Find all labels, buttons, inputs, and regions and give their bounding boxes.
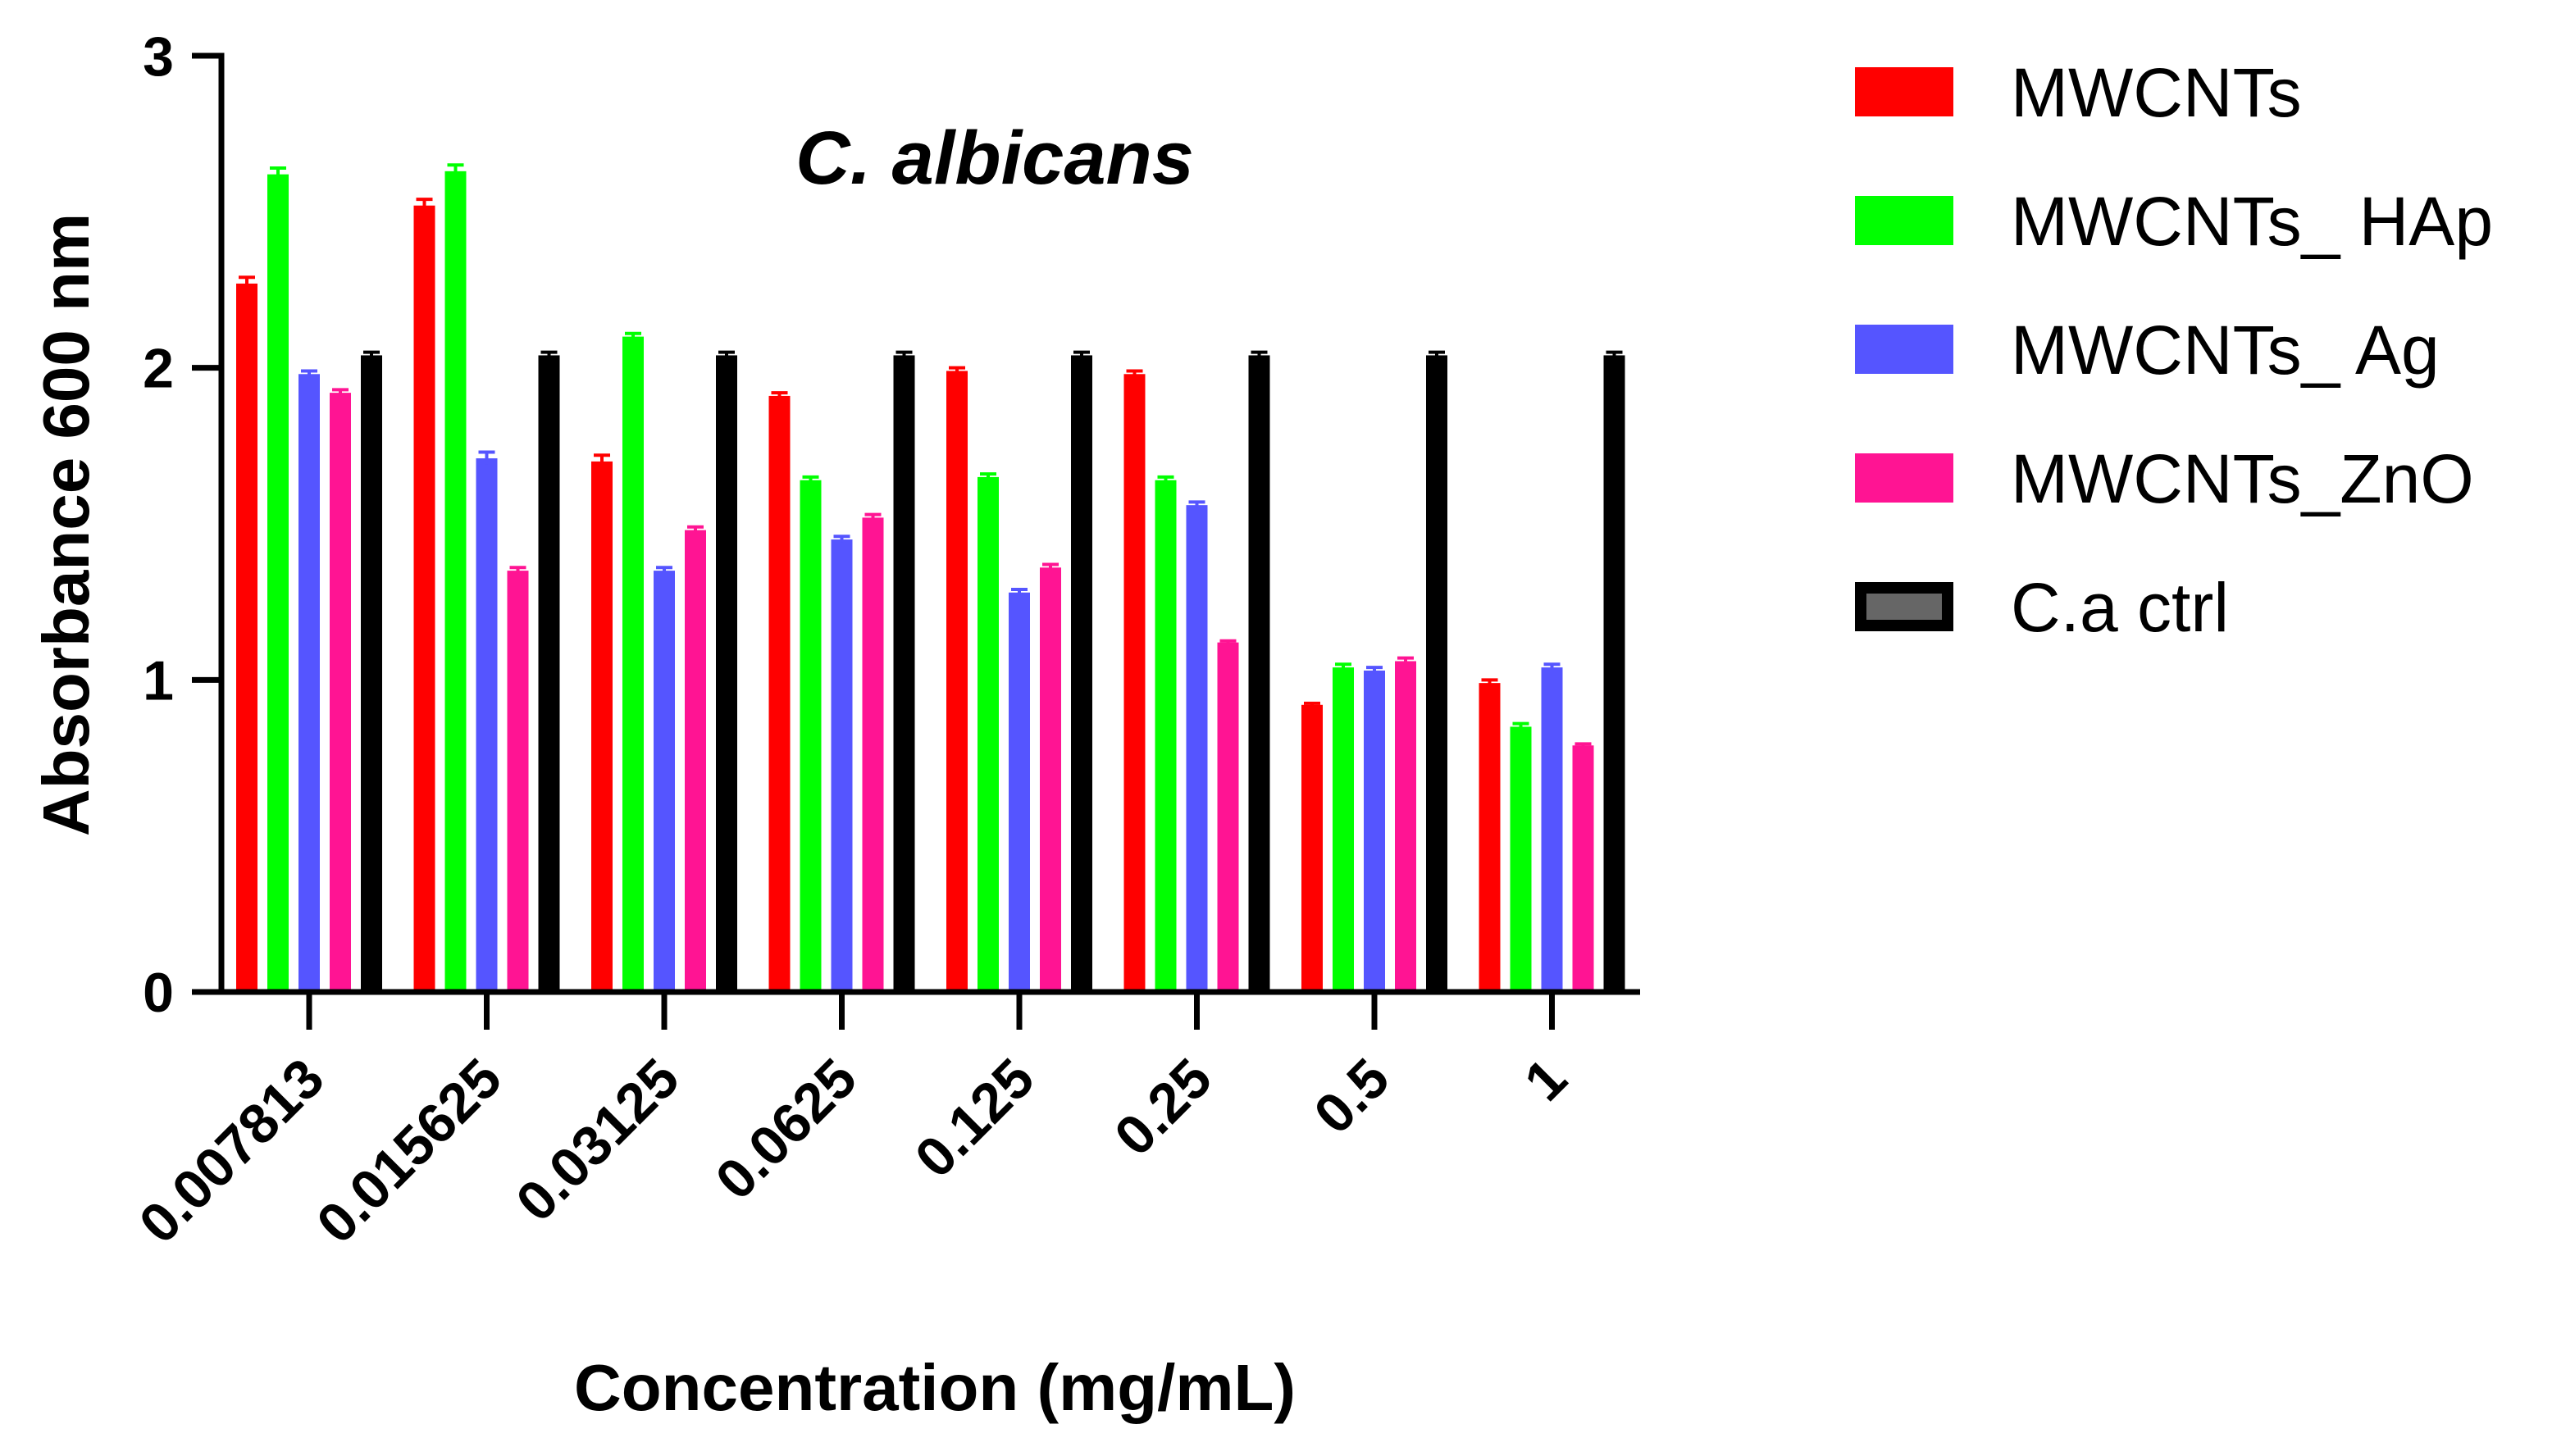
bar-c-a-ctrl-0_015625 xyxy=(538,355,560,992)
legend-swatch-inner-c-a-ctrl xyxy=(1866,594,1942,620)
bar-mwcnts-zno-1 xyxy=(1572,745,1594,992)
y-tick-label-0: 0 xyxy=(143,962,174,1024)
bar-mwcnts-ag-0_0625 xyxy=(831,539,853,992)
bar-mwcnts-hap-0_03125 xyxy=(622,336,644,993)
bar-mwcnts-hap-0_125 xyxy=(978,476,999,992)
bar-mwcnts-hap-0_015625 xyxy=(444,171,467,992)
bar-mwcnts-0_125 xyxy=(946,371,968,992)
y-tick-label-2: 2 xyxy=(143,338,174,400)
bar-mwcnts-zno-0_015625 xyxy=(507,571,529,992)
bar-mwcnts-zno-0_25 xyxy=(1217,642,1239,992)
legend-label-c-a-ctrl: C.a ctrl xyxy=(2011,569,2229,646)
x-tick-label-0_0625: 0.0625 xyxy=(704,1047,868,1212)
bar-mwcnts-zno-0_5 xyxy=(1395,661,1416,992)
bar-c-a-ctrl-0_007813 xyxy=(361,355,382,992)
bar-mwcnts-0_03125 xyxy=(591,461,613,992)
bar-mwcnts-hap-0_25 xyxy=(1155,480,1177,992)
bar-mwcnts-zno-0_125 xyxy=(1040,567,1061,992)
x-tick-label-0_03125: 0.03125 xyxy=(504,1047,691,1234)
bar-mwcnts-ag-0_125 xyxy=(1009,592,1030,992)
bar-mwcnts-0_007813 xyxy=(236,283,257,992)
bar-mwcnts-ag-0_5 xyxy=(1364,670,1385,992)
bar-mwcnts-ag-0_03125 xyxy=(654,571,675,992)
legend-label-mwcnts-zno: MWCNTs_ZnO xyxy=(2011,440,2474,517)
bar-mwcnts-zno-0_007813 xyxy=(330,393,351,992)
legend-swatch-mwcnts-ag xyxy=(1855,325,1953,374)
bar-mwcnts-1 xyxy=(1479,683,1501,992)
x-tick-label-0_25: 0.25 xyxy=(1103,1047,1224,1167)
x-tick-label-0_015625: 0.015625 xyxy=(305,1047,513,1255)
bar-mwcnts-ag-0_25 xyxy=(1186,505,1208,992)
bar-c-a-ctrl-0_25 xyxy=(1248,355,1270,992)
x-tick-label-0_5: 0.5 xyxy=(1302,1047,1401,1146)
bar-mwcnts-0_5 xyxy=(1301,704,1323,992)
legend-label-mwcnts-hap: MWCNTs_ HAp xyxy=(2011,183,2493,260)
bar-mwcnts-hap-1 xyxy=(1510,726,1532,992)
bar-mwcnts-hap-0_5 xyxy=(1333,667,1354,992)
y-tick-label-1: 1 xyxy=(143,649,174,712)
bar-c-a-ctrl-0_5 xyxy=(1426,355,1447,992)
bar-mwcnts-0_015625 xyxy=(413,205,435,993)
legend: MWCNTs MWCNTs_ HAp MWCNTs_ Ag MWCNTs_ZnO C.a… xyxy=(1855,54,2493,646)
legend-swatch-mwcnts-zno xyxy=(1855,453,1953,503)
bar-mwcnts-ag-0_007813 xyxy=(298,374,320,992)
legend-swatch-mwcnts-hap xyxy=(1855,196,1953,245)
bar-mwcnts-zno-0_0625 xyxy=(862,517,884,992)
x-tick-label-0_125: 0.125 xyxy=(904,1047,1046,1190)
y-tick-label-3: 3 xyxy=(143,25,174,88)
bar-c-a-ctrl-0_125 xyxy=(1071,355,1092,992)
bar-mwcnts-ag-1 xyxy=(1541,667,1563,992)
bar-c-a-ctrl-0_0625 xyxy=(893,355,915,992)
y-axis-title: Absorbance 600 nm xyxy=(30,213,103,836)
chart-title: C. albicans xyxy=(795,116,1194,200)
bar-mwcnts-hap-0_007813 xyxy=(267,174,289,993)
bar-c-a-ctrl-0_03125 xyxy=(716,355,737,992)
bar-mwcnts-ag-0_015625 xyxy=(476,458,498,992)
x-tick-label-0_007813: 0.007813 xyxy=(127,1047,335,1255)
bar-mwcnts-0_25 xyxy=(1123,374,1146,992)
plot-area xyxy=(236,163,1625,993)
legend-label-mwcnts: MWCNTs xyxy=(2011,54,2302,131)
bar-c-a-ctrl-1 xyxy=(1603,355,1625,992)
bar-mwcnts-zno-0_03125 xyxy=(685,530,706,992)
bar-mwcnts-0_0625 xyxy=(768,395,791,993)
x-tick-label-1: 1 xyxy=(1513,1047,1579,1112)
legend-label-mwcnts-ag: MWCNTs_ Ag xyxy=(2011,312,2440,389)
bar-mwcnts-hap-0_0625 xyxy=(800,480,822,992)
legend-swatch-mwcnts xyxy=(1855,67,1953,116)
x-axis-title: Concentration (mg/mL) xyxy=(574,1351,1296,1424)
